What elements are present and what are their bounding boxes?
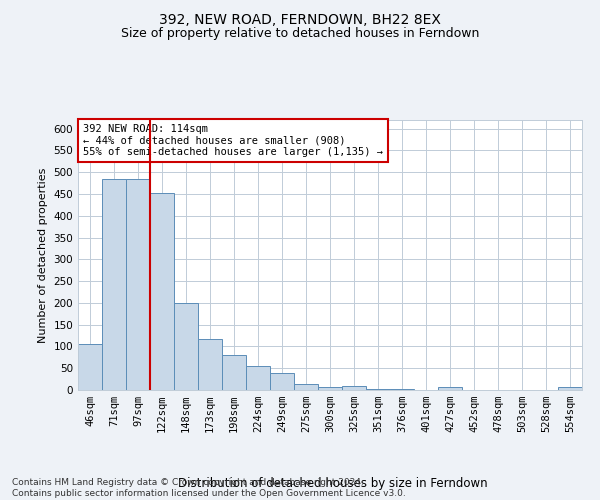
Bar bbox=[174, 303, 198, 390]
Bar bbox=[102, 179, 126, 390]
Bar bbox=[558, 388, 582, 390]
Text: 392, NEW ROAD, FERNDOWN, BH22 8EX: 392, NEW ROAD, FERNDOWN, BH22 8EX bbox=[159, 12, 441, 26]
Text: Distribution of detached houses by size in Ferndown: Distribution of detached houses by size … bbox=[178, 477, 488, 490]
Bar bbox=[318, 386, 342, 390]
Bar bbox=[294, 384, 318, 390]
Bar bbox=[222, 354, 246, 390]
Text: Contains HM Land Registry data © Crown copyright and database right 2024.
Contai: Contains HM Land Registry data © Crown c… bbox=[12, 478, 406, 498]
Bar bbox=[438, 388, 462, 390]
Bar bbox=[246, 366, 270, 390]
Bar bbox=[78, 344, 102, 390]
Bar bbox=[270, 372, 294, 390]
Bar bbox=[366, 388, 390, 390]
Y-axis label: Number of detached properties: Number of detached properties bbox=[38, 168, 48, 342]
Bar bbox=[126, 179, 150, 390]
Bar bbox=[198, 338, 222, 390]
Bar bbox=[150, 193, 174, 390]
Text: Size of property relative to detached houses in Ferndown: Size of property relative to detached ho… bbox=[121, 28, 479, 40]
Bar bbox=[390, 389, 414, 390]
Bar bbox=[342, 386, 366, 390]
Text: 392 NEW ROAD: 114sqm
← 44% of detached houses are smaller (908)
55% of semi-deta: 392 NEW ROAD: 114sqm ← 44% of detached h… bbox=[83, 124, 383, 157]
